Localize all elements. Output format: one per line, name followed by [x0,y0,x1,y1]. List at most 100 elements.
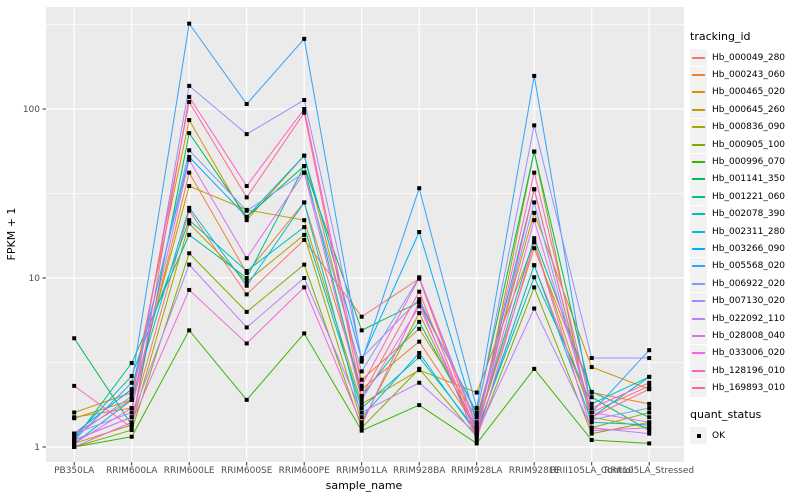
data-point-marker [474,415,479,420]
x-tick-label: RRIM928BA [393,466,446,476]
data-point-marker [129,390,134,395]
legend-key [690,118,707,136]
data-point-marker [474,420,479,425]
legend-label: Hb_128196_010 [712,365,786,376]
data-point-marker [474,431,479,436]
y-axis-title: FPKM + 1 [5,208,18,261]
data-point-marker [302,262,307,267]
legend-key [690,188,707,206]
legend-label: Hb_002078_390 [712,209,786,220]
data-point-marker [302,36,307,41]
legend-line-swatch-icon [692,247,705,250]
data-point-marker [129,380,134,385]
data-point-marker [589,410,594,415]
data-point-marker [359,377,364,382]
data-point-marker [302,98,307,103]
x-tick-label: RRIM600LA [106,466,158,476]
data-point-marker [532,366,537,371]
legend-line-swatch-icon [692,56,705,59]
data-point-marker [417,380,422,385]
legend-item-Hb_002311_280: Hb_002311_280 [690,223,798,241]
data-point-marker [359,415,364,420]
legend-item-quant-ok: OK [690,427,798,444]
legend-line-swatch-icon [692,91,705,94]
data-point-marker [244,218,249,223]
data-point-marker [359,401,364,406]
data-point-marker [187,157,192,162]
x-tick-label: RRIM600SE [221,466,273,476]
legend-key [690,136,707,154]
legend-line-swatch-icon [692,161,705,164]
legend-key [690,153,707,171]
data-point-marker [532,285,537,290]
data-point-marker [532,263,537,268]
data-point-marker [647,428,652,433]
legend-item-Hb_022092_110: Hb_022092_110 [690,310,798,328]
legend-key [690,310,707,328]
legend-label: Hb_001141_350 [712,174,786,185]
legend-item-Hb_000905_100: Hb_000905_100 [690,136,798,154]
data-point-marker [532,246,537,251]
legend-line-swatch-icon [692,300,705,303]
legend-label: Hb_033006_020 [712,348,786,359]
data-point-marker [417,339,422,344]
legend-item-Hb_005568_020: Hb_005568_020 [690,257,798,275]
data-point-marker [129,420,134,425]
x-tick-label: RRII105LA_Control [550,466,633,476]
data-point-marker [359,369,364,374]
data-point-marker [417,350,422,355]
legend-item-Hb_028008_040: Hb_028008_040 [690,327,798,345]
legend-key [690,257,707,275]
legend-key [690,275,707,293]
data-point-marker [359,356,364,361]
legend-key [690,83,707,101]
data-point-marker [187,94,192,99]
x-tick-label: RRIM600LE [164,466,215,476]
data-point-marker [417,355,422,360]
data-point-marker [129,425,134,430]
legend-item-Hb_003266_090: Hb_003266_090 [690,240,798,258]
data-point-marker [187,251,192,256]
data-point-marker [244,102,249,107]
data-point-marker [187,205,192,210]
data-point-marker [589,401,594,406]
legend-line-swatch-icon [692,108,705,111]
legend-key [690,205,707,223]
data-point-marker [417,276,422,280]
data-point-marker [647,410,652,415]
legend-label: Hb_169893_010 [712,383,786,394]
data-point-marker [474,438,479,443]
legend-label: Hb_000645_260 [712,104,786,115]
data-point-marker [647,425,652,430]
legend-key [690,327,707,345]
data-point-marker [129,415,134,420]
data-point-marker [244,195,249,200]
data-point-marker [647,415,652,420]
data-point-marker [474,422,479,427]
data-point-marker [647,431,652,436]
data-point-marker [589,417,594,422]
data-point-marker [417,300,422,305]
legend: tracking_id Hb_000049_280 Hb_000243_060 Hb… [690,30,798,444]
data-point-marker [302,218,307,223]
data-point-marker [72,438,77,443]
data-point-marker [532,306,537,311]
x-axis-title: sample_name [326,479,403,492]
data-point-marker [532,275,537,280]
y-tick-label: 1 [34,443,40,453]
data-point-marker [302,285,307,290]
data-point-marker [302,200,307,205]
data-point-marker [187,118,192,123]
data-point-marker [474,390,479,395]
data-point-marker [359,420,364,425]
data-point-marker [129,394,134,399]
data-point-marker [589,356,594,361]
data-point-marker [129,406,134,411]
legend-item-Hb_128196_010: Hb_128196_010 [690,362,798,380]
legend-key [690,66,707,84]
data-point-marker [244,279,249,284]
data-point-marker [187,184,192,189]
data-point-marker [72,336,77,341]
legend-key [690,292,707,310]
